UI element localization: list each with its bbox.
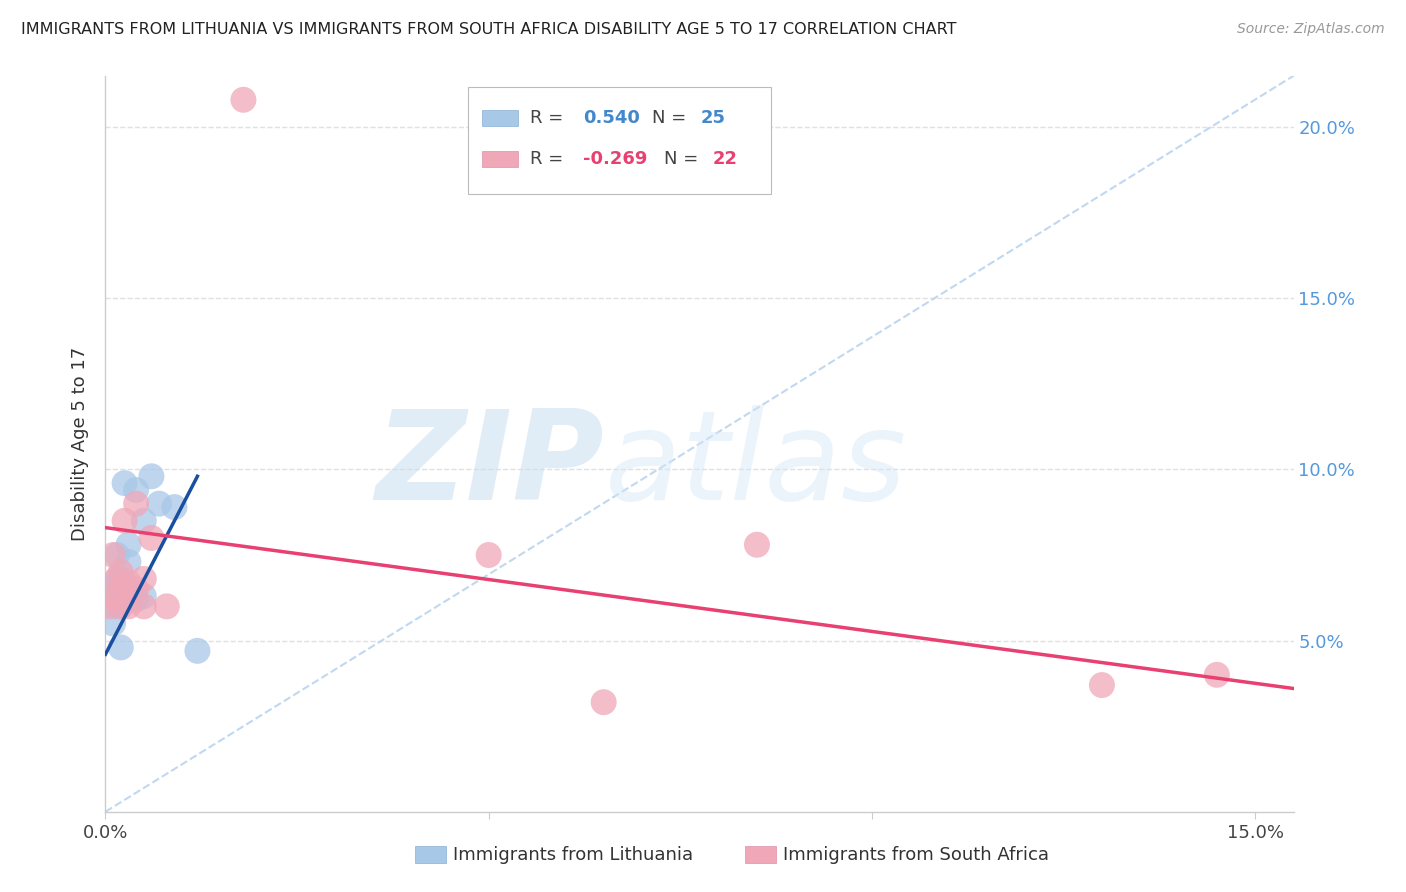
- Point: [117, 538, 139, 552]
- Point: [98, 599, 121, 614]
- Point: [110, 582, 132, 597]
- Point: [745, 538, 768, 552]
- Text: ZIP: ZIP: [375, 405, 605, 526]
- Point: [125, 592, 148, 607]
- Point: [148, 497, 170, 511]
- Point: [141, 531, 163, 545]
- Point: [1091, 678, 1114, 692]
- FancyBboxPatch shape: [482, 151, 517, 167]
- Text: N =: N =: [652, 109, 692, 127]
- Point: [232, 93, 254, 107]
- Point: [117, 582, 139, 597]
- Point: [156, 599, 179, 614]
- Text: 0.540: 0.540: [583, 109, 640, 127]
- Point: [117, 575, 139, 590]
- Point: [132, 514, 155, 528]
- Text: Source: ZipAtlas.com: Source: ZipAtlas.com: [1237, 22, 1385, 37]
- Point: [117, 599, 139, 614]
- FancyBboxPatch shape: [482, 110, 517, 126]
- Point: [117, 585, 139, 599]
- Point: [141, 469, 163, 483]
- Point: [110, 572, 132, 586]
- Point: [132, 572, 155, 586]
- Point: [132, 589, 155, 603]
- Text: R =: R =: [530, 150, 568, 168]
- Point: [132, 599, 155, 614]
- Point: [105, 572, 128, 586]
- Point: [105, 572, 128, 586]
- Point: [186, 644, 208, 658]
- Text: Immigrants from Lithuania: Immigrants from Lithuania: [453, 846, 693, 863]
- Point: [104, 599, 127, 614]
- Point: [114, 514, 136, 528]
- Point: [110, 640, 132, 655]
- Point: [101, 548, 124, 562]
- Text: IMMIGRANTS FROM LITHUANIA VS IMMIGRANTS FROM SOUTH AFRICA DISABILITY AGE 5 TO 17: IMMIGRANTS FROM LITHUANIA VS IMMIGRANTS …: [21, 22, 956, 37]
- Text: R =: R =: [530, 109, 568, 127]
- Point: [1205, 668, 1227, 682]
- Text: -0.269: -0.269: [583, 150, 647, 168]
- Point: [110, 582, 132, 597]
- Point: [592, 695, 614, 709]
- Point: [111, 592, 134, 607]
- Point: [125, 497, 148, 511]
- Point: [101, 589, 124, 603]
- Point: [110, 599, 132, 614]
- Point: [101, 589, 124, 603]
- Point: [105, 582, 128, 597]
- Text: 25: 25: [700, 109, 725, 127]
- Point: [105, 548, 128, 562]
- Point: [125, 483, 148, 497]
- Point: [98, 582, 121, 597]
- Text: N =: N =: [664, 150, 704, 168]
- Point: [478, 548, 501, 562]
- Point: [110, 599, 132, 614]
- Point: [110, 565, 132, 579]
- Text: 22: 22: [713, 150, 738, 168]
- Point: [125, 582, 148, 597]
- Point: [114, 476, 136, 491]
- Point: [163, 500, 186, 514]
- Text: Immigrants from South Africa: Immigrants from South Africa: [783, 846, 1049, 863]
- Point: [101, 616, 124, 631]
- Point: [117, 555, 139, 569]
- FancyBboxPatch shape: [468, 87, 770, 194]
- Text: atlas: atlas: [605, 405, 907, 526]
- Y-axis label: Disability Age 5 to 17: Disability Age 5 to 17: [72, 347, 90, 541]
